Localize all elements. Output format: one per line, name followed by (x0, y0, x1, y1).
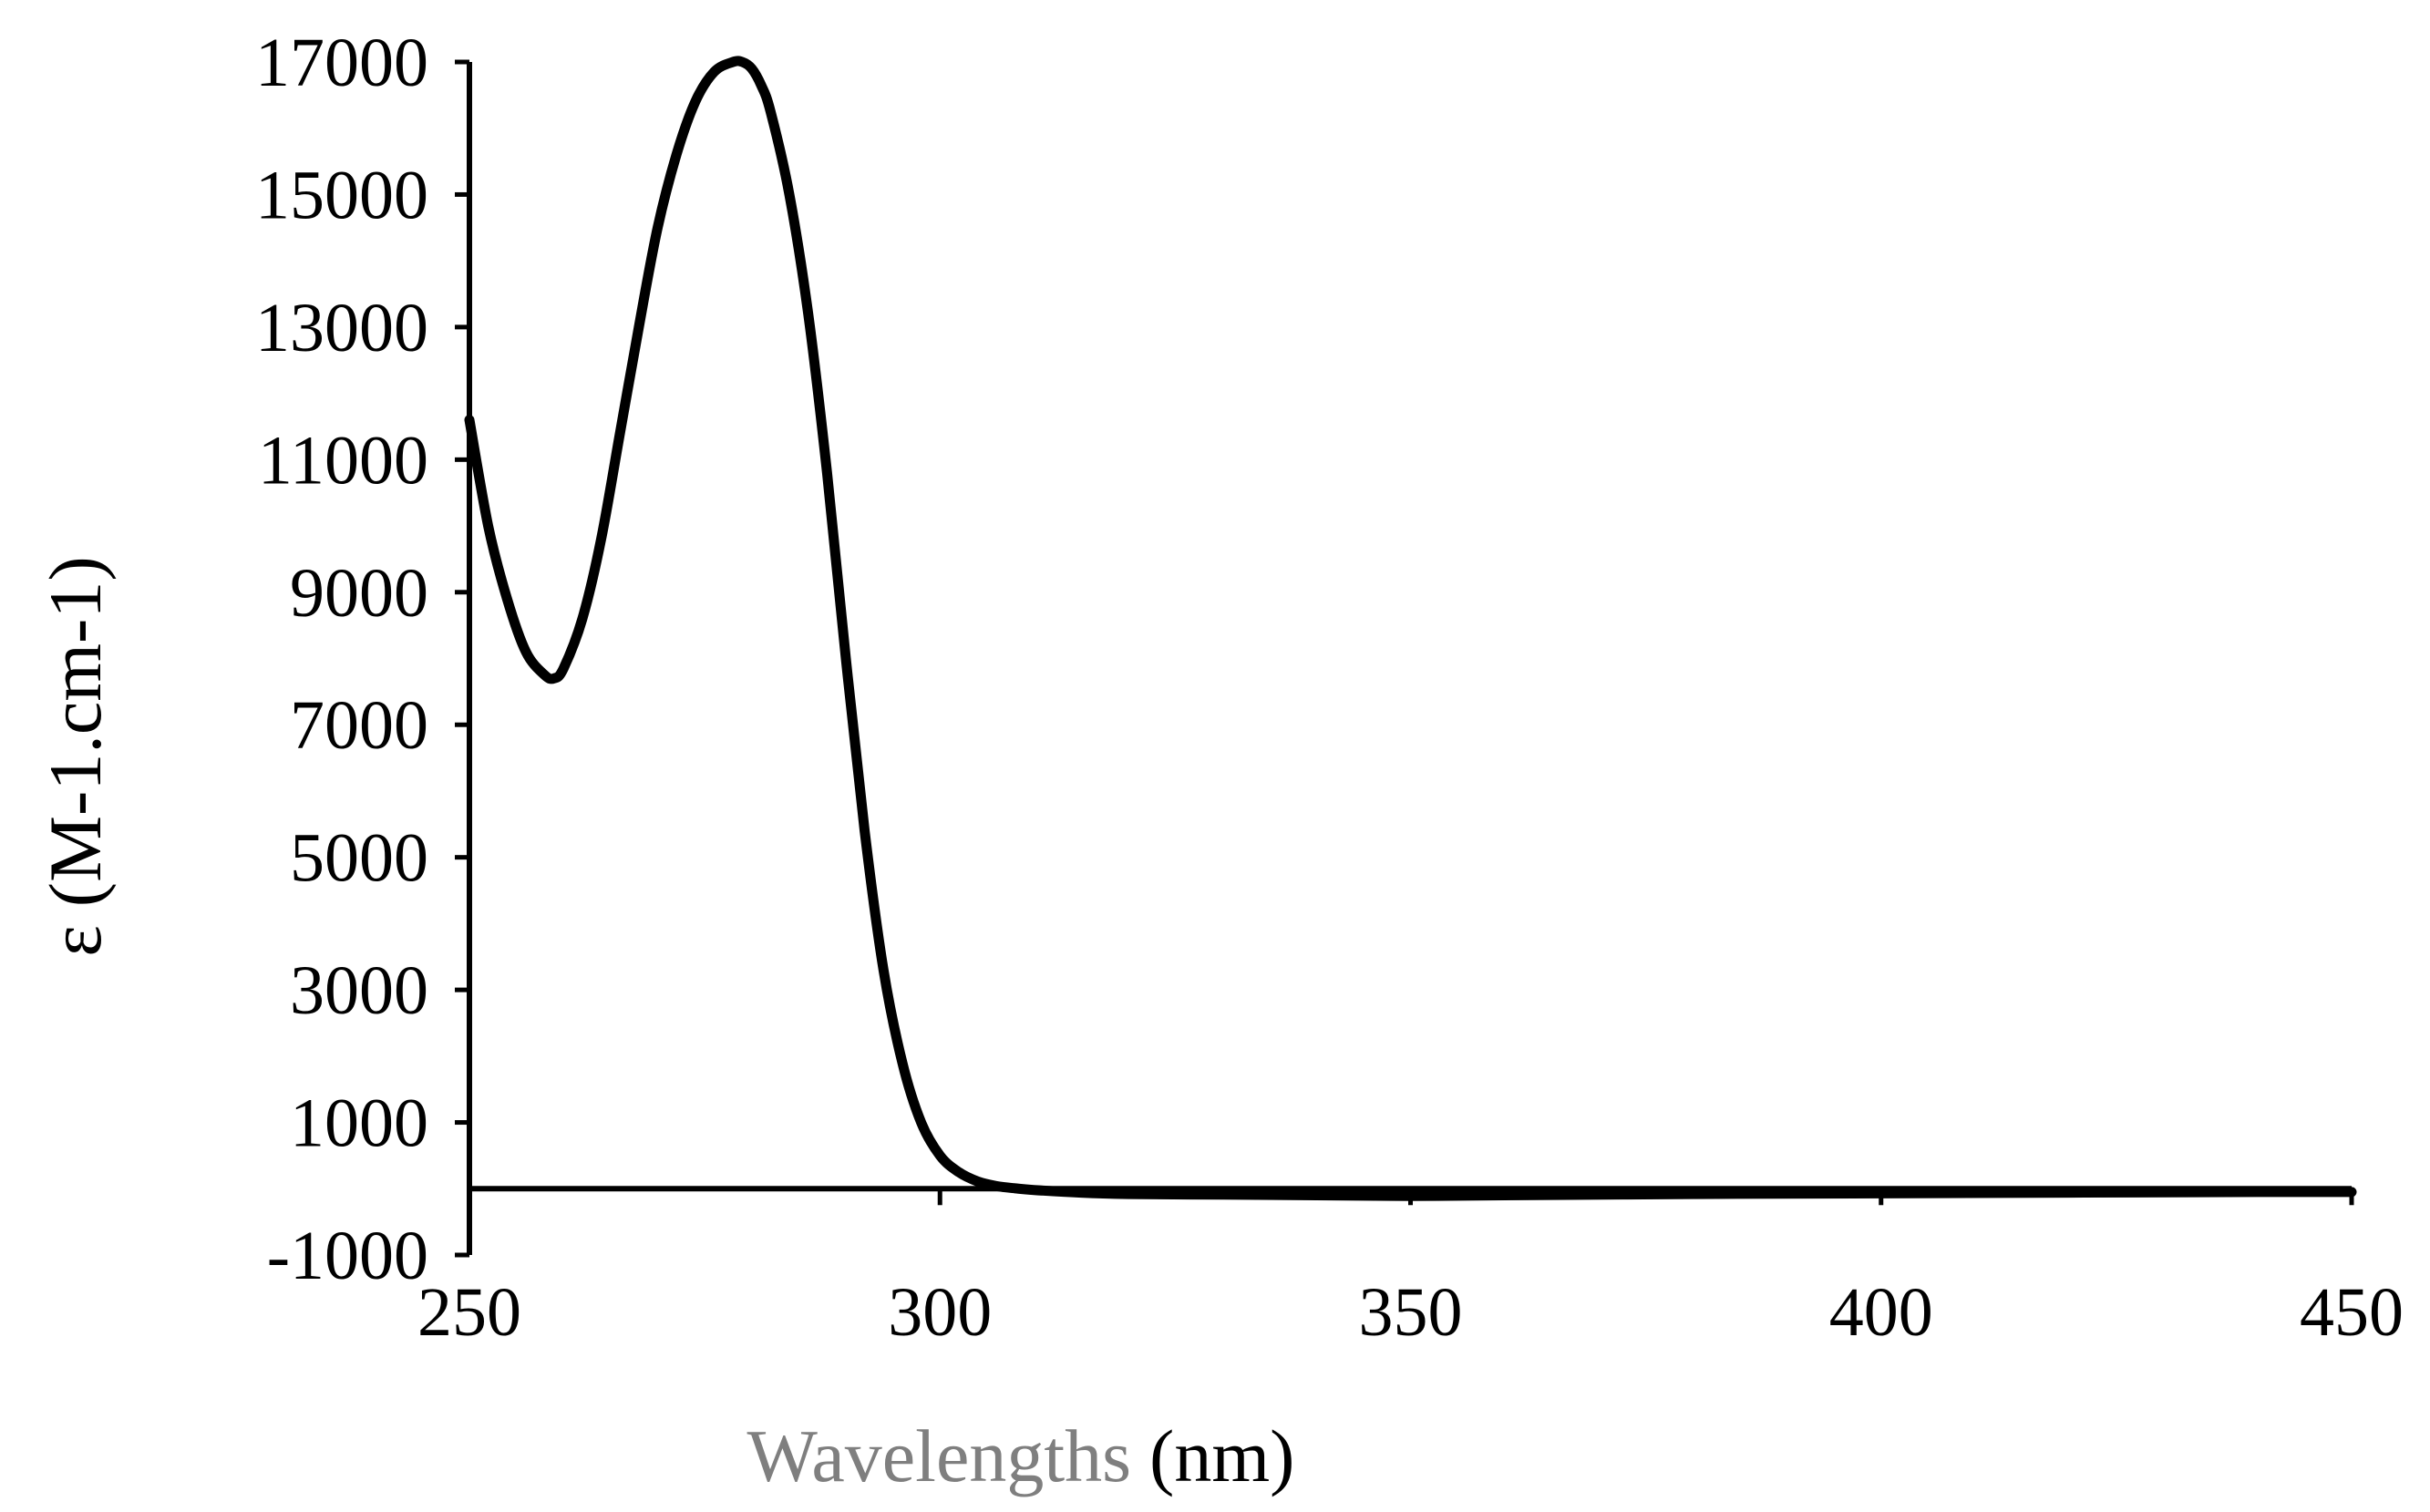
y-tick-label: 7000 (290, 687, 428, 764)
y-axis: -1000 1000 3000 5000 7000 9000 11000 13000 15000… (255, 25, 472, 1294)
x-tick-label: 300 (888, 1274, 992, 1351)
y-axis-title-unit: (M-1.cm-1) (34, 556, 117, 907)
series-layer (464, 56, 2357, 1201)
y-tick-label: 9000 (290, 555, 428, 632)
y-tick-label: -1000 (267, 1218, 428, 1294)
y-axis-title-symbol: ε (34, 925, 117, 956)
y-tick-label: 17000 (255, 25, 428, 101)
x-axis-title: Wavelengths (nm) (747, 1414, 1295, 1497)
y-tick-label: 5000 (290, 820, 428, 897)
y-tick-label: 11000 (258, 422, 428, 499)
x-axis: 250 300 350 400 450 (417, 1186, 2404, 1351)
y-tick-label: 1000 (290, 1085, 428, 1162)
x-axis-title-main: Wavelengths (747, 1414, 1132, 1497)
series-line-absorption (464, 56, 2357, 1201)
x-tick-label: 250 (417, 1274, 521, 1351)
y-tick-label: 15000 (255, 157, 428, 233)
x-tick-label: 350 (1359, 1274, 1463, 1351)
y-tick-label: 13000 (255, 290, 428, 366)
x-axis-title-unit: (nm) (1149, 1414, 1294, 1497)
y-tick-label: 3000 (290, 952, 428, 1029)
y-axis-title: ε (M-1.cm-1) (34, 556, 117, 956)
x-tick-label: 450 (2300, 1274, 2404, 1351)
x-tick-label: 400 (1829, 1274, 1933, 1351)
